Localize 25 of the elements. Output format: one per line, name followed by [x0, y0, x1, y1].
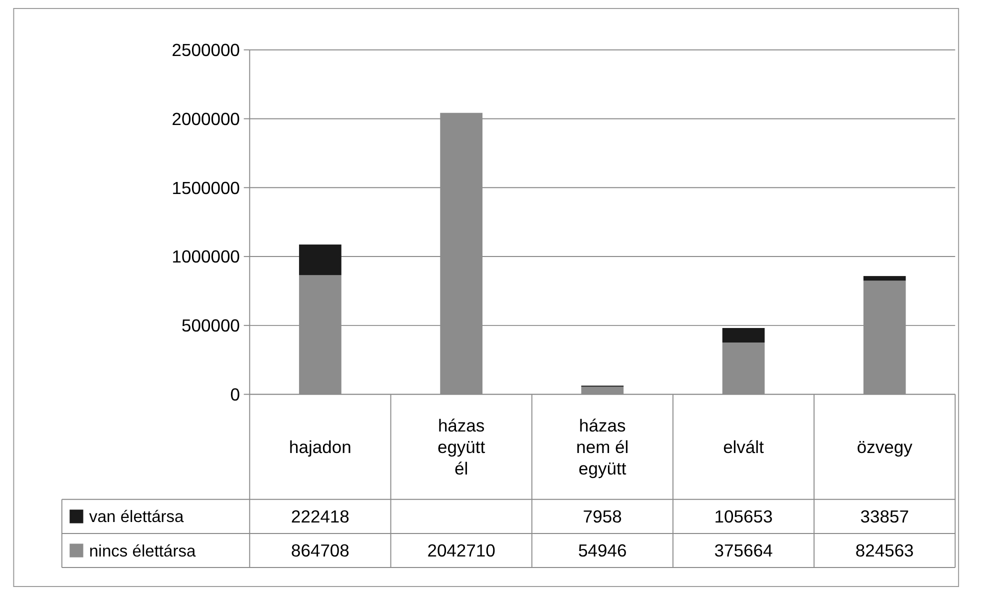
- x-tick-label: házas nem él együtt: [576, 416, 629, 478]
- legend-label: van élettársa: [89, 507, 185, 526]
- x-tick-label: elvált: [723, 437, 764, 458]
- x-tick-label: házas együtt él: [437, 416, 486, 478]
- y-tick-label: 2500000: [172, 40, 240, 60]
- bar: [722, 328, 765, 343]
- y-tick-label: 0: [230, 384, 240, 404]
- x-tick-label: özvegy: [856, 437, 913, 458]
- legend-label: nincs élettársa: [89, 541, 196, 560]
- bar: [299, 244, 342, 276]
- y-tick-label: 1500000: [172, 178, 240, 198]
- data-label: 824563: [855, 540, 914, 561]
- data-label: 864708: [291, 540, 350, 561]
- data-label: 7958: [582, 506, 622, 527]
- data-label: 222418: [291, 506, 350, 527]
- data-label: 105653: [714, 506, 773, 527]
- data-label: 2042710: [427, 540, 496, 561]
- data-label: 375664: [714, 540, 773, 561]
- x-tick-label: hajadon: [289, 437, 352, 458]
- data-label: 33857: [860, 506, 909, 527]
- data-label: 54946: [578, 540, 627, 561]
- y-tick-label: 2000000: [172, 108, 240, 129]
- y-tick-label: 1000000: [172, 246, 240, 267]
- y-tick-label: 500000: [182, 316, 240, 336]
- bar: [863, 276, 906, 281]
